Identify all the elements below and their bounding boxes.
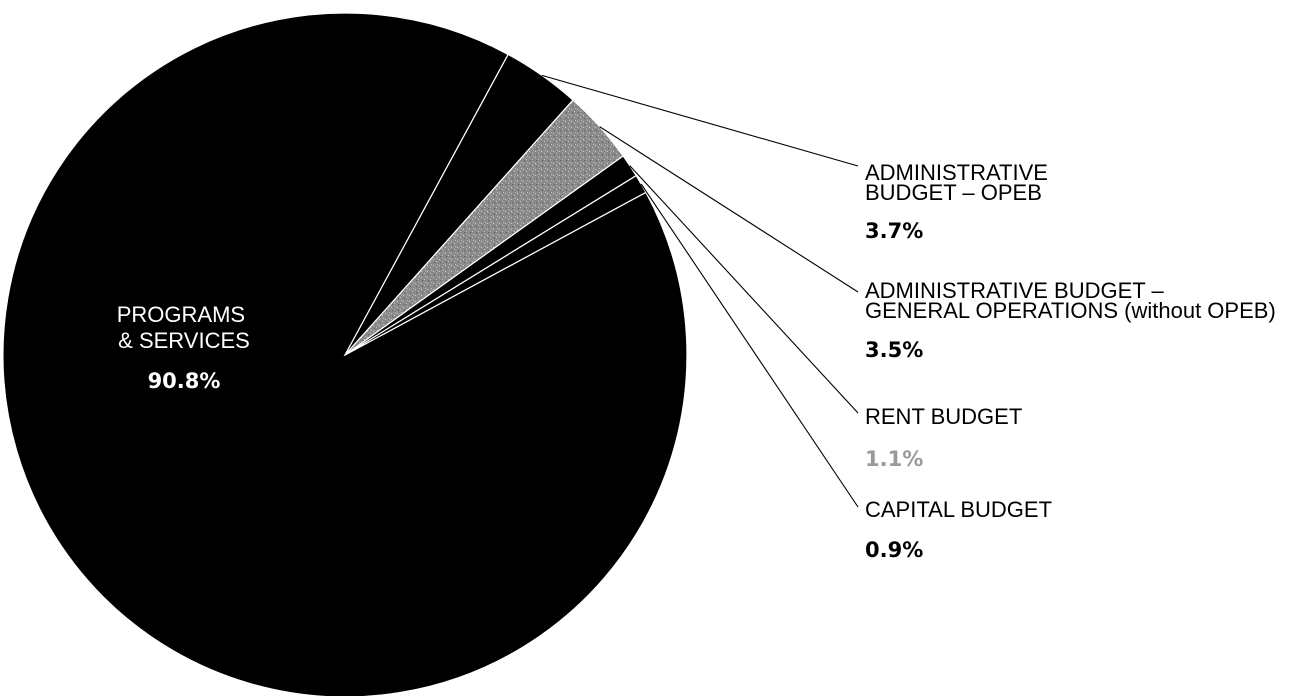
slice-label-programs-services-line2: & SERVICES [118, 328, 250, 353]
leader-line-admin-general-operations [599, 126, 859, 293]
slice-value-capital-budget: 0.9% [865, 538, 923, 562]
slice-label-admin-general-operations: ADMINISTRATIVE BUDGET – GENERAL OPERATIO… [865, 278, 1276, 323]
slice-label-capital-budget: CAPITAL BUDGET [865, 497, 1052, 522]
slice-label-admin-general-operations-line2: GENERAL OPERATIONS (without OPEB) [865, 298, 1276, 323]
leader-line-admin-opeb [541, 74, 859, 167]
slice-label-programs-services: PROGRAMS & SERVICES [117, 302, 251, 353]
slice-label-admin-opeb: ADMINISTRATIVE BUDGET – OPEB [865, 160, 1054, 205]
slice-value-admin-opeb: 3.7% [865, 219, 923, 243]
slice-value-programs-services: 90.8% [148, 369, 221, 393]
slice-value-admin-general-operations: 3.5% [865, 338, 923, 362]
leader-line-capital-budget [640, 183, 859, 508]
pie-slices [2, 12, 688, 696]
slice-label-programs-services-line1: PROGRAMS [117, 302, 245, 327]
slice-value-rent-budget: 1.1% [865, 447, 923, 471]
slice-label-admin-opeb-line1: ADMINISTRATIVE [865, 160, 1048, 185]
leader-lines [541, 74, 859, 508]
slice-label-admin-opeb-line2: BUDGET – OPEB [865, 180, 1042, 205]
slice-label-rent-budget: RENT BUDGET [865, 404, 1022, 429]
slice-label-admin-general-operations-line1: ADMINISTRATIVE BUDGET – [865, 278, 1164, 303]
leader-line-rent-budget [629, 165, 859, 414]
